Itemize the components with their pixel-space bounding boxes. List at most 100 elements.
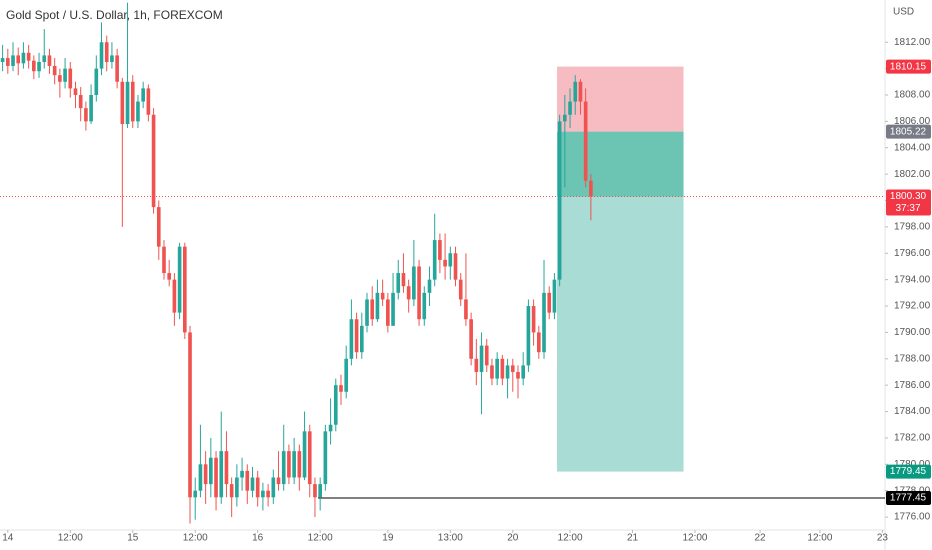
hline-label: 1777.45 [890, 493, 927, 504]
x-tick-label: 19 [382, 533, 394, 544]
candle-body [427, 279, 432, 293]
x-tick-label: 20 [507, 533, 519, 544]
candle-body [287, 451, 291, 478]
candle-body [110, 55, 114, 62]
candle-body [391, 292, 395, 326]
stop-label: 1810.15 [890, 61, 927, 72]
candle-body [344, 358, 349, 392]
x-tick-label: 12:00 [183, 533, 208, 544]
candle-body [552, 279, 557, 313]
x-tick-label: 13:00 [438, 533, 463, 544]
candle-body [68, 68, 73, 89]
candle-body [209, 457, 213, 485]
candle-body [490, 365, 494, 379]
candle-body [52, 65, 57, 76]
candle-body [203, 464, 208, 485]
candle-body [16, 55, 21, 64]
candle-body [219, 451, 224, 498]
entry-label-bg [886, 124, 931, 139]
candle-body [5, 58, 10, 66]
y-tick-label: 1796.00 [894, 248, 931, 259]
candle-body [255, 477, 260, 498]
candle-body [365, 299, 369, 326]
candle-body [84, 108, 88, 122]
x-tick-label: 12:00 [308, 533, 333, 544]
candle-body [328, 424, 333, 432]
candle-body [432, 240, 437, 280]
x-tick-label: 15 [127, 533, 139, 544]
candle-body [359, 325, 364, 353]
candle-body [89, 94, 93, 122]
candle-body [276, 477, 281, 485]
y-tick-label: 1812.00 [894, 37, 931, 48]
candle-body [99, 42, 104, 69]
y-tick-label: 1808.00 [894, 90, 931, 101]
candle-body [453, 253, 458, 280]
candle-body [261, 490, 265, 498]
candle-body [292, 451, 296, 478]
y-tick-label: 1776.00 [894, 512, 931, 523]
y-tick-label: 1790.00 [894, 327, 931, 338]
candle-body [318, 484, 322, 498]
candle-body [63, 68, 67, 82]
candle-body [443, 259, 447, 267]
candle-body [37, 61, 41, 72]
x-tick-label: 12:00 [807, 533, 832, 544]
candle-body [94, 68, 99, 95]
candle-body [375, 292, 380, 320]
candle-body [78, 94, 83, 109]
candle-body [156, 207, 161, 247]
candle-body [162, 246, 166, 274]
stop-label-bg [886, 59, 931, 74]
currency-label: USD [893, 7, 914, 18]
y-tick-label: 1782.00 [894, 433, 931, 444]
candle-body [380, 292, 385, 300]
candle-body [474, 358, 479, 372]
candle-body [386, 299, 390, 326]
hline-label-bg [886, 490, 931, 505]
candle-body [141, 88, 145, 102]
x-tick-label: 12:00 [682, 533, 707, 544]
candle-body [281, 451, 286, 485]
candle-body [229, 484, 234, 498]
candle-body [26, 52, 31, 61]
candle-body [104, 42, 109, 62]
candle-body [516, 371, 520, 379]
x-tick-label: 12:00 [558, 533, 583, 544]
y-tick-label: 1802.00 [894, 169, 931, 180]
candle-body [370, 299, 375, 320]
candle-body [125, 81, 130, 124]
candle-body [578, 81, 583, 102]
candle-body [302, 431, 307, 478]
candle-body [130, 81, 135, 122]
x-tick-label: 21 [627, 533, 639, 544]
candle-body [250, 477, 255, 491]
candle-body [568, 101, 572, 115]
candle-body [271, 477, 276, 498]
candle-body [573, 81, 578, 102]
candle-body [177, 246, 182, 313]
candle-body [417, 266, 421, 320]
candle-body [531, 306, 536, 333]
x-tick-label: 14 [2, 533, 14, 544]
y-tick-label: 1788.00 [894, 353, 931, 364]
candle-body [167, 273, 172, 280]
candle-body [115, 55, 119, 82]
candle-body [47, 55, 52, 66]
candle-body [484, 345, 489, 366]
candle-body [526, 306, 531, 366]
candle-body [500, 358, 505, 379]
candle-body [396, 273, 401, 293]
candle-body [354, 319, 359, 353]
y-tick-label: 1792.00 [894, 301, 931, 312]
candle-body [182, 246, 187, 333]
candle-body [479, 345, 484, 372]
candle-body [146, 88, 151, 115]
candle-body [510, 365, 515, 372]
candle-body [32, 60, 36, 72]
candle-body [448, 253, 453, 267]
candle-body [172, 279, 177, 313]
candle-body [73, 88, 78, 95]
